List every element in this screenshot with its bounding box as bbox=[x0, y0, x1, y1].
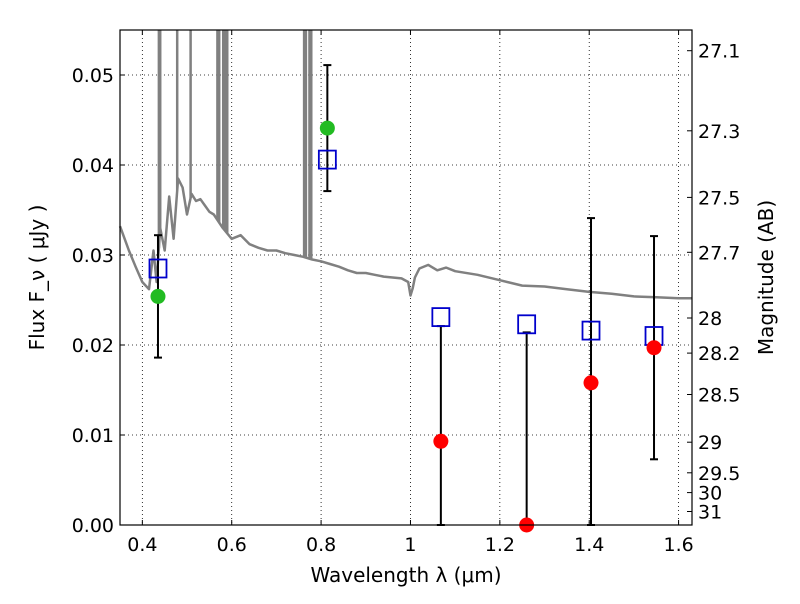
observed-flux-point bbox=[433, 433, 449, 449]
model-flux-box bbox=[517, 314, 537, 335]
y-tick-label: 0.00 bbox=[72, 515, 114, 537]
right-tick-label: 28 bbox=[698, 308, 722, 330]
y-tick-label: 0.04 bbox=[72, 155, 114, 177]
model-spectrum-line bbox=[118, 177, 692, 300]
y-tick-label: 0.05 bbox=[72, 65, 114, 87]
model-flux-box bbox=[581, 320, 601, 341]
observed-flux-point bbox=[150, 288, 166, 304]
right-tick-label: 28.5 bbox=[698, 385, 740, 407]
x-tick-label: 1.4 bbox=[574, 534, 604, 556]
axis-labels-layer: 0.4 0.6 0.8 1 1.2 1.4 1.6 0.00 0.01 0.02 0.03 0.04 0… bbox=[25, 41, 778, 587]
points-layer bbox=[148, 120, 664, 533]
right-tick-label: 30 bbox=[698, 483, 722, 505]
y-tick-label: 0.03 bbox=[72, 245, 114, 267]
right-axis-label: Magnitude (AB) bbox=[754, 200, 778, 355]
x-axis-label: Wavelength λ (μm) bbox=[310, 563, 501, 587]
right-tick-label: 28.2 bbox=[698, 343, 740, 365]
observed-flux-point bbox=[319, 120, 335, 136]
x-tick-label: 1.6 bbox=[663, 534, 693, 556]
errorbar-layer bbox=[153, 64, 659, 526]
right-tick-label: 31 bbox=[698, 502, 722, 524]
observed-flux-point bbox=[646, 340, 662, 356]
right-tick-label: 29.5 bbox=[698, 463, 740, 485]
y-tick-label: 0.01 bbox=[72, 425, 114, 447]
x-tick-label: 0.6 bbox=[217, 534, 247, 556]
plot-frame bbox=[119, 29, 693, 526]
x-tick-label: 1.2 bbox=[485, 534, 515, 556]
right-tick-label: 27.3 bbox=[698, 121, 740, 143]
grid-layer bbox=[120, 30, 692, 526]
observed-flux-point bbox=[583, 375, 599, 391]
right-tick-label: 29 bbox=[698, 432, 722, 454]
model-spectrum-layer bbox=[118, 30, 692, 300]
x-tick-label: 1 bbox=[404, 534, 416, 556]
y-axis-label: Flux F_ν ( μJy ) bbox=[25, 205, 49, 351]
right-tick-label: 27.1 bbox=[698, 41, 740, 63]
right-tick-label: 27.7 bbox=[698, 242, 740, 264]
model-flux-box bbox=[148, 258, 168, 279]
right-tick-label: 27.5 bbox=[698, 187, 740, 209]
model-flux-box bbox=[431, 307, 451, 328]
ticks-layer bbox=[120, 30, 692, 526]
y-tick-label: 0.02 bbox=[72, 335, 114, 357]
x-tick-label: 0.4 bbox=[127, 534, 157, 556]
model-flux-box bbox=[317, 149, 337, 170]
x-tick-label: 0.8 bbox=[306, 534, 336, 556]
